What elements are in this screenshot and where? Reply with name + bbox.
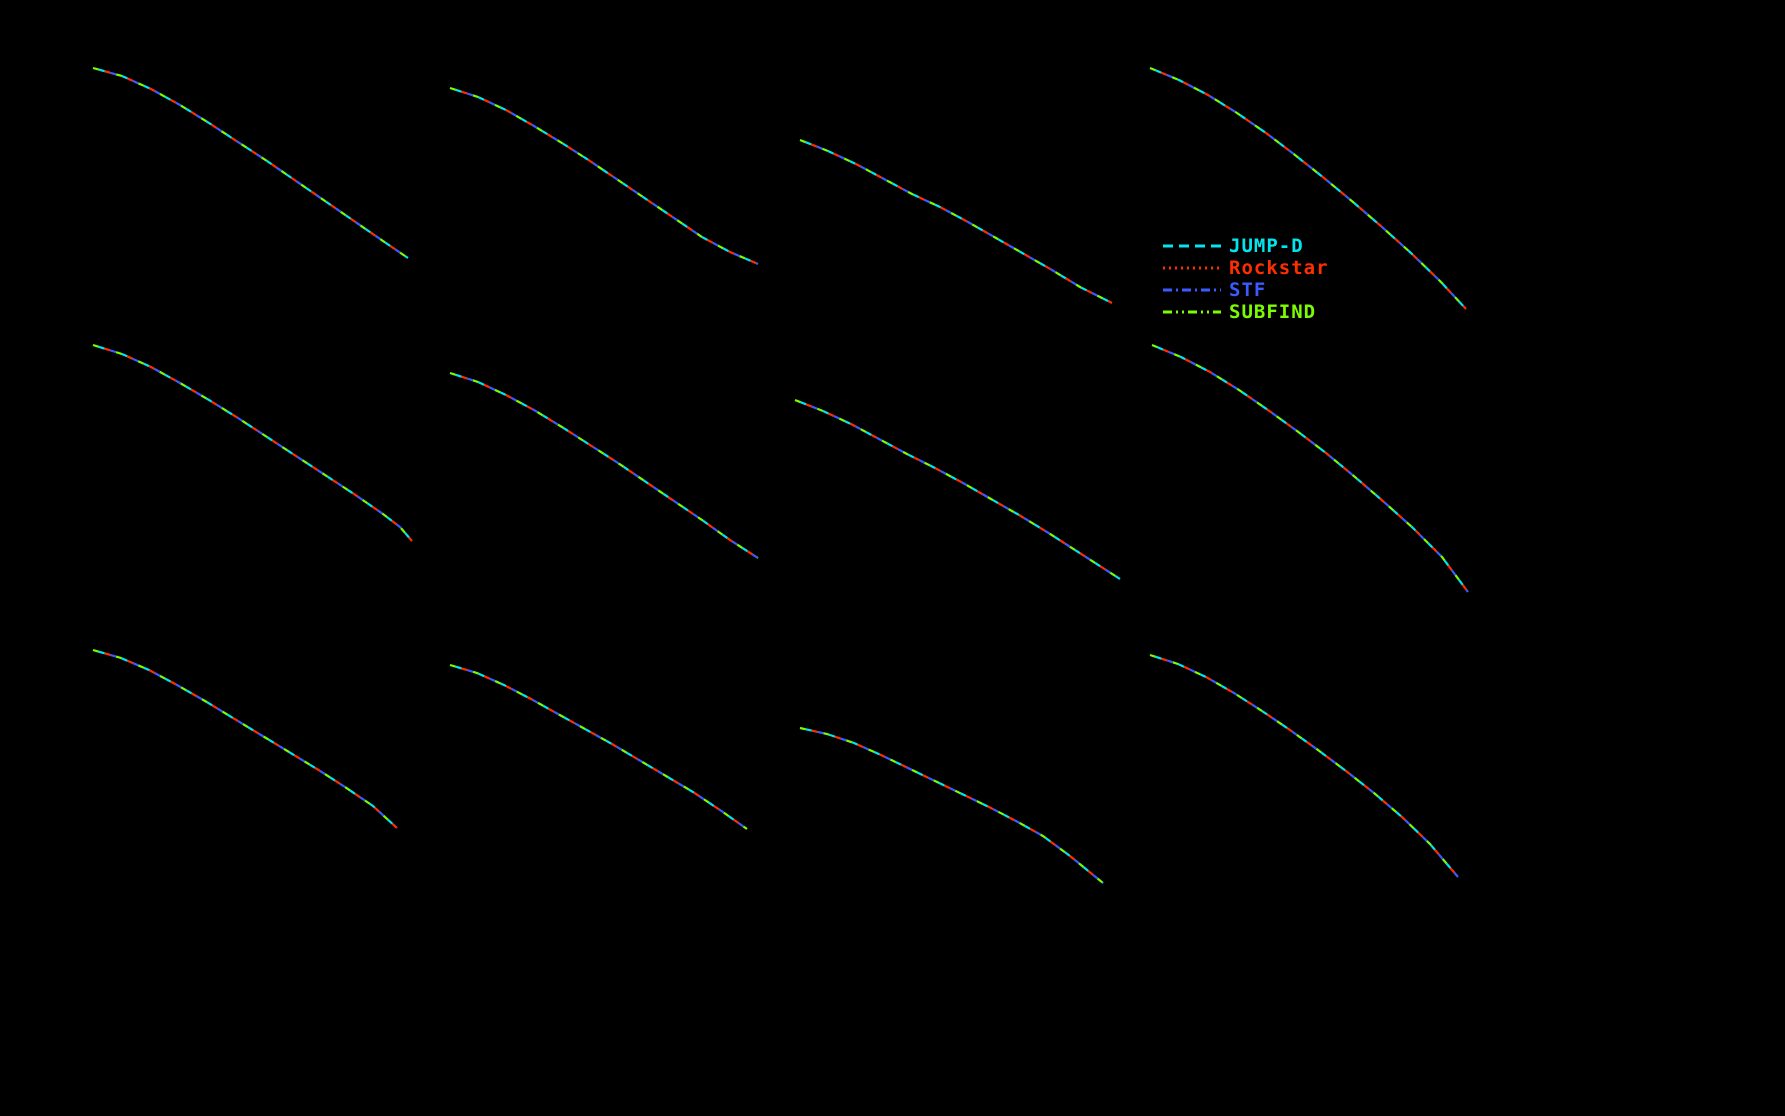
panel-r2c1 bbox=[92, 343, 413, 542]
curve-rockstar bbox=[92, 648, 398, 829]
curve-subfind bbox=[449, 663, 748, 830]
curve-subfind bbox=[1151, 343, 1469, 593]
jump-d-line-sample-icon bbox=[1163, 244, 1221, 248]
curve-jump-d bbox=[1149, 66, 1467, 310]
curve-stf bbox=[1149, 653, 1459, 878]
curve-subfind bbox=[92, 66, 409, 259]
curve-stf bbox=[1149, 66, 1467, 310]
curve-rockstar bbox=[449, 371, 759, 559]
curve-stf bbox=[794, 398, 1121, 580]
legend-label-rockstar: Rockstar bbox=[1229, 257, 1329, 279]
curve-subfind bbox=[794, 398, 1121, 580]
legend-item-rockstar: Rockstar bbox=[1163, 258, 1329, 278]
curve-stf bbox=[1151, 343, 1469, 593]
subfind-line-sample-icon bbox=[1163, 310, 1221, 314]
legend-label-stf: STF bbox=[1229, 279, 1267, 301]
legend-label-subfind: SUBFIND bbox=[1229, 301, 1317, 323]
curve-subfind bbox=[449, 371, 759, 559]
curve-subfind bbox=[1149, 653, 1459, 878]
panel-r1c3 bbox=[799, 138, 1113, 304]
curve-rockstar bbox=[1151, 343, 1469, 593]
panel-r1c1 bbox=[92, 66, 409, 259]
curve-stf bbox=[449, 371, 759, 559]
curve-subfind bbox=[799, 726, 1104, 884]
panel-r3c4 bbox=[1149, 653, 1459, 878]
panel-r3c1 bbox=[92, 648, 398, 829]
legend: JUMP-D Rockstar STF SUBFIND bbox=[1163, 236, 1329, 322]
curve-rockstar bbox=[449, 663, 748, 830]
stf-line-sample-icon bbox=[1163, 288, 1221, 292]
curve-stf bbox=[449, 86, 759, 266]
curve-jump-d bbox=[449, 663, 748, 830]
curve-jump-d bbox=[92, 648, 398, 829]
rockstar-line-sample-icon bbox=[1163, 266, 1221, 270]
curve-jump-d bbox=[799, 726, 1104, 884]
curve-subfind bbox=[799, 138, 1113, 304]
curve-jump-d bbox=[449, 86, 759, 266]
curve-stf bbox=[799, 726, 1104, 884]
curve-subfind bbox=[92, 343, 413, 542]
panel-r2c4 bbox=[1151, 343, 1469, 593]
curve-stf bbox=[92, 648, 398, 829]
panel-r3c2 bbox=[449, 663, 748, 830]
curve-jump-d bbox=[92, 343, 413, 542]
panel-r2c3 bbox=[794, 398, 1121, 580]
legend-item-jump-d: JUMP-D bbox=[1163, 236, 1329, 256]
curve-subfind bbox=[449, 86, 759, 266]
panel-r2c2 bbox=[449, 371, 759, 559]
panel-r1c4 bbox=[1149, 66, 1467, 310]
curve-jump-d bbox=[799, 138, 1113, 304]
panel-r3c3 bbox=[799, 726, 1104, 884]
curve-rockstar bbox=[799, 726, 1104, 884]
curve-stf bbox=[449, 663, 748, 830]
curve-rockstar bbox=[1149, 653, 1459, 878]
curve-jump-d bbox=[92, 66, 409, 259]
legend-item-subfind: SUBFIND bbox=[1163, 302, 1329, 322]
legend-item-stf: STF bbox=[1163, 280, 1329, 300]
curve-jump-d bbox=[1151, 343, 1469, 593]
curve-stf bbox=[92, 343, 413, 542]
curve-jump-d bbox=[1149, 653, 1459, 878]
curve-jump-d bbox=[794, 398, 1121, 580]
panel-r1c2 bbox=[449, 86, 759, 266]
curve-rockstar bbox=[449, 86, 759, 266]
curve-rockstar bbox=[794, 398, 1121, 580]
curve-rockstar bbox=[1149, 66, 1467, 310]
curve-stf bbox=[92, 66, 409, 259]
curve-jump-d bbox=[449, 371, 759, 559]
legend-label-jump-d: JUMP-D bbox=[1229, 235, 1304, 257]
curve-rockstar bbox=[92, 66, 409, 259]
curve-subfind bbox=[92, 648, 398, 829]
curve-rockstar bbox=[92, 343, 413, 542]
